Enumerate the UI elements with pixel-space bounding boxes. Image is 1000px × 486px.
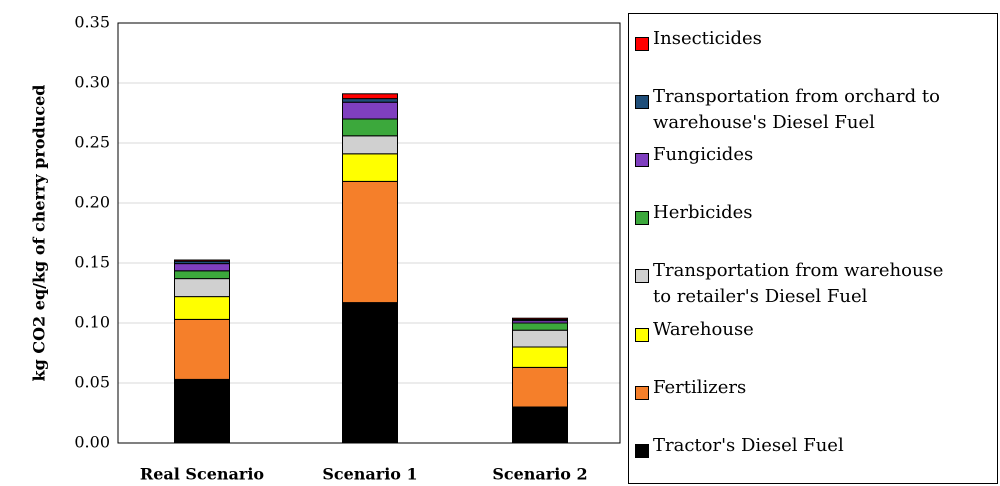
legend-swatch [635, 37, 649, 51]
y-tick-label: 0.05 [74, 373, 110, 392]
legend-swatch [635, 95, 649, 110]
x-tick-label: Scenario 1 [322, 465, 417, 484]
legend-label: Transportation from orchard to warehouse… [653, 86, 940, 134]
bar-segment [512, 329, 568, 348]
legend-item: Transportation from warehouse to retaile… [635, 260, 958, 310]
y-tick-label: 0.20 [74, 193, 110, 212]
y-tick-label: 0.00 [74, 433, 110, 452]
bar-segment [174, 278, 230, 298]
legend: Tractor's Diesel Fuel Fertilizers Warehous… [628, 13, 998, 484]
legend-label: Herbicides [653, 202, 753, 224]
bar-segment [512, 406, 568, 444]
y-axis-label: kg CO2 eq/kg of cherry produced [30, 85, 49, 382]
bar-segment [174, 259, 230, 262]
y-tick-label: 0.10 [74, 313, 110, 332]
x-tick-label: Scenario 2 [492, 465, 587, 484]
bar-segment [512, 322, 568, 331]
bar-segment [174, 318, 230, 380]
legend-swatch [635, 443, 649, 458]
bar-segment [174, 296, 230, 320]
legend-item: Fungicides [635, 144, 958, 168]
y-tick-label: 0.30 [74, 73, 110, 92]
legend-swatch [635, 269, 649, 284]
bar-segment [512, 317, 568, 320]
bar-segment [174, 263, 230, 272]
legend-item: Transportation from orchard to warehouse… [635, 86, 958, 136]
legend-label: Fertilizers [653, 376, 747, 398]
x-tick-label: Real Scenario [140, 465, 264, 484]
bar-segment [342, 135, 398, 155]
bar-segment [342, 98, 398, 103]
legend-label: Warehouse [653, 318, 754, 340]
chart: kg CO2 eq/kg of cherry produced 0.00 0.05… [30, 13, 621, 484]
legend-swatch [635, 327, 649, 342]
bar-segment [342, 93, 398, 100]
y-tick-label: 0.15 [74, 253, 110, 272]
legend-label: Fungicides [653, 144, 754, 166]
bar-segment [342, 180, 398, 304]
bar-segment [174, 378, 230, 444]
legend-item: Tractor's Diesel Fuel [635, 435, 958, 459]
bar-segment [342, 101, 398, 120]
bar-segment [342, 118, 398, 137]
bar-segment [342, 302, 398, 444]
legend-swatch [635, 385, 649, 400]
bar-segment [174, 270, 230, 280]
legend-item: Insecticides [635, 28, 958, 52]
legend-swatch [635, 211, 649, 226]
y-tick-label: 0.35 [74, 13, 110, 32]
legend-label: Tractor's Diesel Fuel [653, 434, 844, 456]
bar-segment [512, 346, 568, 368]
y-tick-label: 0.25 [74, 133, 110, 152]
legend-item: Fertilizers [635, 377, 958, 401]
bar-segment [342, 153, 398, 182]
legend-swatch [635, 153, 649, 168]
legend-item: Warehouse [635, 319, 958, 343]
bar-segment [512, 366, 568, 408]
legend-label: Insecticides [653, 28, 762, 49]
legend-item: Herbicides [635, 202, 958, 226]
legend-label: Transportation from warehouse to retaile… [653, 260, 944, 308]
